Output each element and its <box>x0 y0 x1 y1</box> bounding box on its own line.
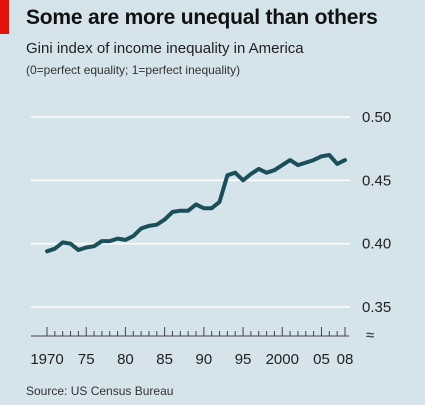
y-tick-label: 0.40 <box>362 236 391 253</box>
x-tick-label: 80 <box>117 351 134 368</box>
x-tick-label: 85 <box>156 351 173 368</box>
x-tick-label: 08 <box>337 351 354 368</box>
gini-series-line <box>45 153 347 254</box>
y-tick-label: 0.35 <box>362 299 391 316</box>
chart-title: Some are more unequal than others <box>26 6 378 29</box>
x-tick-label: 1970 <box>30 351 63 368</box>
y-tick-label: 0.45 <box>362 172 391 189</box>
gridlines <box>31 116 350 308</box>
series-layer <box>45 153 347 254</box>
source-note: Source: US Census Bureau <box>26 384 174 398</box>
y-axis: 0.50 0.45 0.40 0.35 <box>362 109 391 316</box>
y-tick-label: 0.50 <box>362 109 391 126</box>
x-tick-label: 75 <box>78 351 95 368</box>
x-tick-label: 05 <box>313 351 330 368</box>
chart-subtitle: Gini index of income inequality in Ameri… <box>26 40 304 57</box>
chart-note: (0=perfect equality; 1=perfect inequalit… <box>26 63 241 77</box>
brand-accent-tag <box>0 0 9 34</box>
x-axis: ≈1970 75 80 85 90 95 2000 05 08 <box>30 327 374 368</box>
x-tick-label: 2000 <box>266 351 299 368</box>
axis-break-icon: ≈ <box>366 327 374 344</box>
x-tick-label: 90 <box>195 351 212 368</box>
x-tick-label: 95 <box>235 351 252 368</box>
